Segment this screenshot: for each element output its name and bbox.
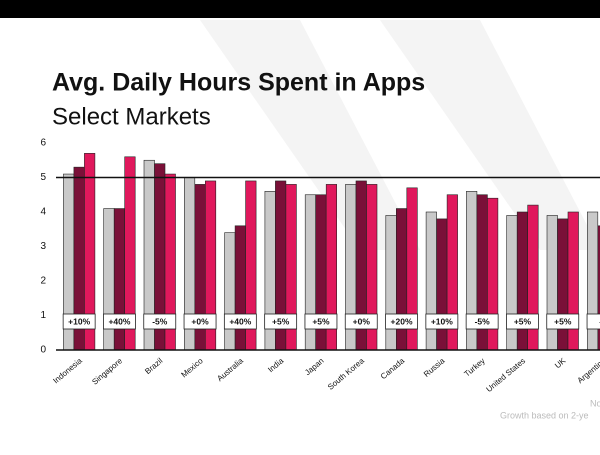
bar	[436, 218, 448, 351]
top-bar	[0, 0, 600, 18]
y-tick-label: 1	[40, 310, 46, 321]
x-tick-label: Argentina	[576, 356, 600, 385]
x-tick-label: Australia	[215, 356, 245, 383]
x-tick-label: Japan	[303, 356, 325, 377]
x-tick-label: Russia	[422, 356, 447, 379]
growth-label: +40%	[108, 316, 130, 326]
note: Note: Android p	[590, 398, 600, 408]
growth-box	[264, 313, 298, 330]
bar	[385, 215, 397, 351]
growth-label: +0%	[353, 316, 371, 326]
growth-box	[344, 313, 378, 330]
growth-label: +10%	[431, 316, 453, 326]
growth-label: +40%	[229, 316, 251, 326]
growth-box	[103, 313, 136, 330]
y-tick-label: 4	[40, 207, 46, 218]
growth-box	[223, 313, 257, 330]
growth-box	[385, 313, 418, 330]
x-tick-label: Brazil	[143, 356, 164, 376]
growth-box	[586, 313, 600, 330]
x-tick-label: Singapore	[90, 356, 124, 387]
bar	[234, 225, 246, 351]
growth-label: -5%	[475, 316, 491, 326]
x-tick-label: Turkey	[463, 356, 487, 378]
growth-label: +5%	[554, 316, 572, 326]
growth-label: +10%	[68, 316, 90, 326]
growth-label: +5%	[312, 316, 330, 326]
growth-box	[425, 313, 459, 330]
growth-box	[465, 313, 499, 330]
growth-label: -5%	[152, 316, 168, 326]
watermark	[380, 20, 600, 250]
growth-label: +5%	[514, 316, 532, 326]
y-tick-label: 2	[40, 276, 46, 287]
bar	[506, 215, 518, 351]
x-tick-label: Indonesia	[51, 356, 84, 386]
x-tick-label: Canada	[379, 356, 407, 381]
bar	[224, 232, 236, 351]
growth-box	[304, 313, 338, 330]
y-tick-label: 6	[40, 138, 46, 149]
x-tick-label: UK	[553, 356, 568, 370]
note: Growth based on 2-ye	[500, 410, 589, 420]
growth-box	[546, 313, 580, 330]
growth-box	[62, 313, 96, 330]
growth-box	[183, 313, 217, 330]
growth-box	[143, 313, 177, 330]
chart-title: Avg. Daily Hours Spent in Apps	[52, 69, 425, 97]
growth-label: +0%	[191, 316, 209, 326]
bar	[557, 218, 569, 351]
y-tick-label: 5	[40, 172, 46, 183]
bar	[546, 215, 558, 351]
x-tick-label: South Korea	[326, 356, 366, 392]
x-tick-label: Mexico	[179, 356, 205, 380]
x-tick-label: India	[266, 356, 285, 374]
growth-box	[506, 313, 539, 330]
growth-label: +5%	[272, 316, 290, 326]
chart-subtitle: Select Markets	[52, 103, 211, 130]
growth-label: +20%	[391, 316, 413, 326]
y-tick-label: 3	[40, 241, 46, 252]
bar	[597, 225, 600, 351]
y-tick-label: 0	[40, 345, 46, 356]
x-tick-label: United States	[485, 356, 528, 394]
